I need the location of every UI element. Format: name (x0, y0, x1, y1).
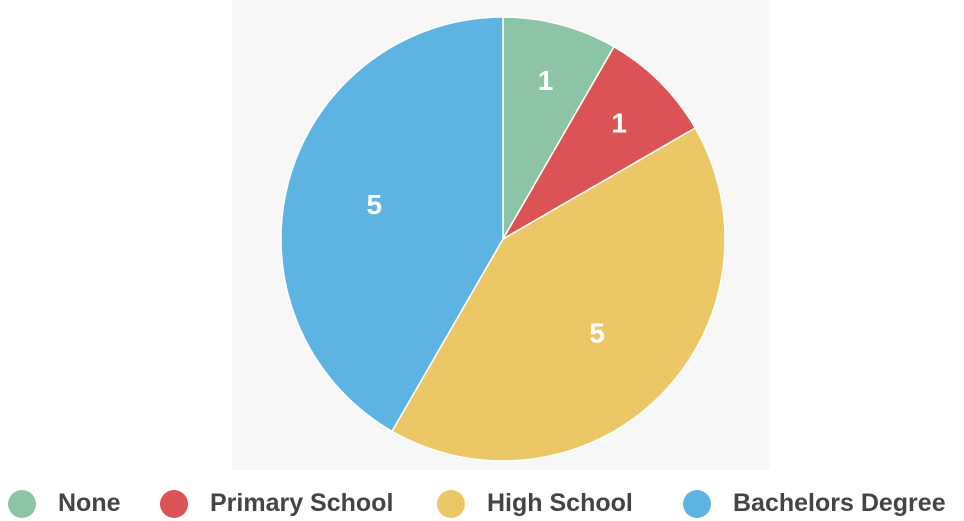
pie-data-labels: 1 1 5 5 (367, 65, 627, 349)
slice-value-label: 5 (367, 189, 383, 220)
legend-item-bachelors-degree[interactable]: Bachelors Degree (683, 486, 946, 521)
legend-label: Primary School (210, 489, 394, 517)
legend-label: None (58, 489, 121, 517)
legend-marker-icon (437, 489, 465, 518)
legend-item-primary-school[interactable]: Primary School (160, 486, 393, 521)
pie-slice-none[interactable] (502, 16, 616, 242)
slice-value-label: 5 (589, 318, 605, 349)
legend-label: Bachelors Degree (733, 489, 946, 517)
slice-value-label: 1 (611, 107, 627, 138)
slice-value-label: 1 (538, 65, 554, 96)
pie-slice-primary-school[interactable] (500, 45, 697, 242)
legend-marker-icon (8, 489, 36, 518)
legend-item-none[interactable]: None (8, 486, 121, 521)
pie-slice-high-school[interactable] (390, 126, 726, 462)
chart-legend: None Primary School High School Bachelors D… (0, 486, 964, 521)
pie-slice-bachelors-degree[interactable] (280, 16, 504, 433)
legend-marker-icon (160, 489, 188, 518)
legend-label: High School (487, 489, 633, 517)
legend-marker-icon (683, 489, 711, 518)
pie-slices (280, 16, 726, 462)
legend-item-high-school[interactable]: High School (437, 486, 633, 521)
